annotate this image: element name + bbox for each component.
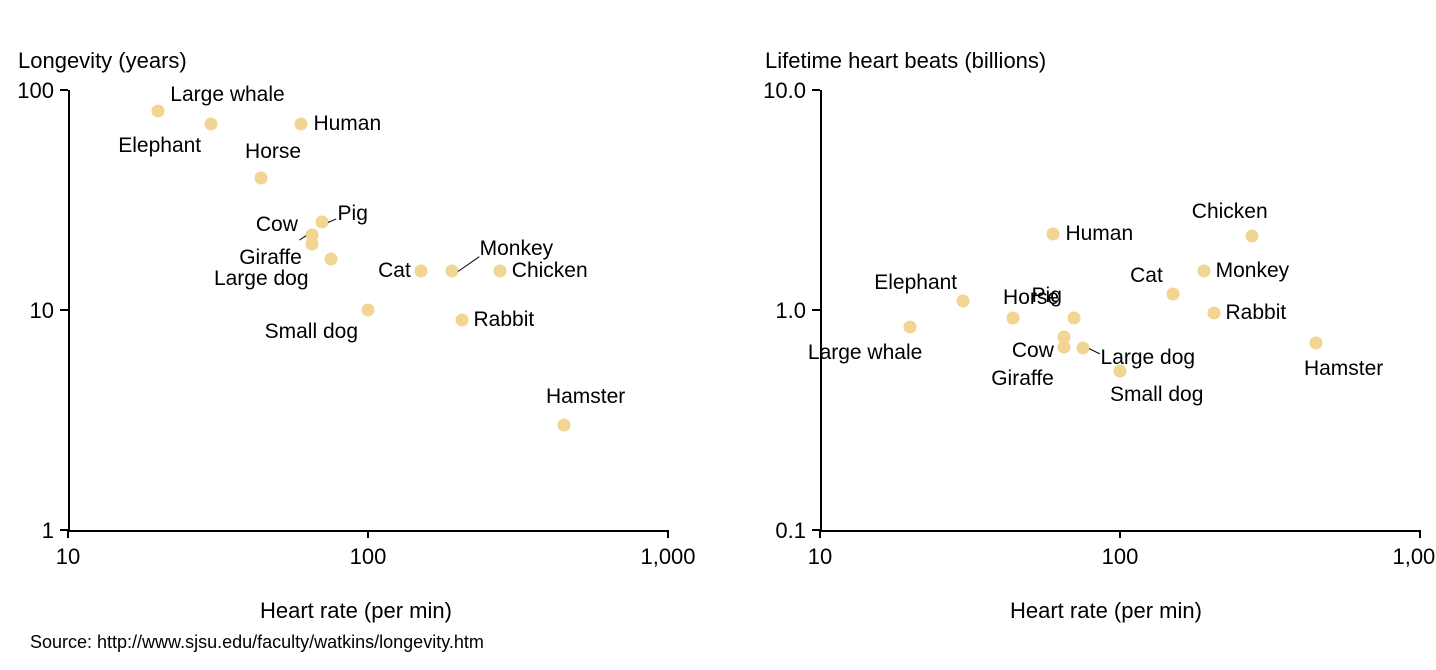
point-label: Giraffe (991, 367, 1054, 391)
data-point (1245, 229, 1258, 242)
data-point (1067, 311, 1080, 324)
data-point (1309, 336, 1322, 349)
leader-line (457, 257, 479, 273)
data-point (904, 320, 917, 333)
x-tick (67, 530, 69, 538)
point-label: Monkey (480, 237, 554, 261)
data-point (1114, 364, 1127, 377)
data-point (455, 314, 468, 327)
y-axis-line (820, 90, 822, 530)
x-tick (1119, 530, 1121, 538)
data-point (957, 294, 970, 307)
point-label: Chicken (512, 259, 588, 283)
y-tick-label: 0.1 (775, 518, 806, 544)
y-tick (60, 309, 68, 311)
y-tick (812, 309, 820, 311)
y-axis-line (68, 90, 70, 530)
x-tick (667, 530, 669, 538)
data-point (493, 265, 506, 278)
leader-line (1088, 348, 1099, 354)
x-tick-label: 100 (350, 544, 387, 570)
point-label: Cow (256, 213, 298, 237)
source-text: Source: http://www.sjsu.edu/faculty/watk… (30, 632, 484, 653)
data-point (414, 265, 427, 278)
point-label: Human (1065, 222, 1133, 246)
x-tick (367, 530, 369, 538)
point-label: Pig (1032, 284, 1062, 308)
y-tick (60, 89, 68, 91)
point-label: Hamster (1304, 357, 1383, 381)
point-label: Rabbit (474, 308, 535, 332)
y-tick-label: 1.0 (775, 298, 806, 324)
data-point (362, 304, 375, 317)
data-point (255, 171, 268, 184)
point-label: Small dog (1110, 383, 1203, 407)
point-label: Pig (338, 202, 368, 226)
point-label: Elephant (874, 271, 957, 295)
data-point (1057, 340, 1070, 353)
x-axis-label: Heart rate (per min) (260, 598, 452, 624)
point-label: Elephant (118, 134, 201, 158)
data-point (1197, 265, 1210, 278)
point-label: Monkey (1216, 259, 1290, 283)
data-point (205, 118, 218, 131)
point-label: Human (313, 112, 381, 136)
data-point (305, 237, 318, 250)
y-tick-label: 10.0 (763, 78, 806, 104)
data-point (295, 118, 308, 131)
y-tick-label: 10 (30, 298, 54, 324)
data-point (1007, 311, 1020, 324)
data-point (557, 419, 570, 432)
page: Longevity (years)110100101001,000Heart r… (0, 0, 1436, 670)
chart-title: Lifetime heart beats (billions) (765, 48, 1046, 74)
x-tick-label: 1,000 (1392, 544, 1436, 570)
data-point (1076, 342, 1089, 355)
x-tick (1419, 530, 1421, 538)
data-point (1047, 228, 1060, 241)
data-point (445, 265, 458, 278)
point-label: Small dog (265, 320, 358, 344)
point-label: Horse (1003, 286, 1059, 310)
leader-line (299, 235, 307, 241)
point-label: Large whale (170, 83, 284, 107)
y-tick (812, 89, 820, 91)
data-point (315, 216, 328, 229)
point-label: Chicken (1192, 200, 1268, 224)
data-point (1207, 306, 1220, 319)
x-tick-label: 10 (808, 544, 832, 570)
leader-line (327, 219, 336, 224)
point-label: Rabbit (1226, 301, 1287, 325)
chart-title: Longevity (years) (18, 48, 187, 74)
data-point (1166, 288, 1179, 301)
point-label: Cat (1130, 264, 1163, 288)
point-label: Giraffe (239, 246, 302, 270)
data-point (152, 105, 165, 118)
point-label: Large whale (808, 341, 922, 365)
data-point (324, 253, 337, 266)
x-tick-label: 1,000 (640, 544, 695, 570)
point-label: Cow (1012, 339, 1054, 363)
x-tick-label: 100 (1102, 544, 1139, 570)
x-axis-label: Heart rate (per min) (1010, 598, 1202, 624)
y-tick-label: 100 (17, 78, 54, 104)
point-label: Cat (378, 259, 411, 283)
x-tick (819, 530, 821, 538)
y-tick-label: 1 (42, 518, 54, 544)
point-label: Horse (245, 140, 301, 164)
point-label: Hamster (546, 385, 625, 409)
x-tick-label: 10 (56, 544, 80, 570)
point-label: Large dog (214, 267, 309, 291)
